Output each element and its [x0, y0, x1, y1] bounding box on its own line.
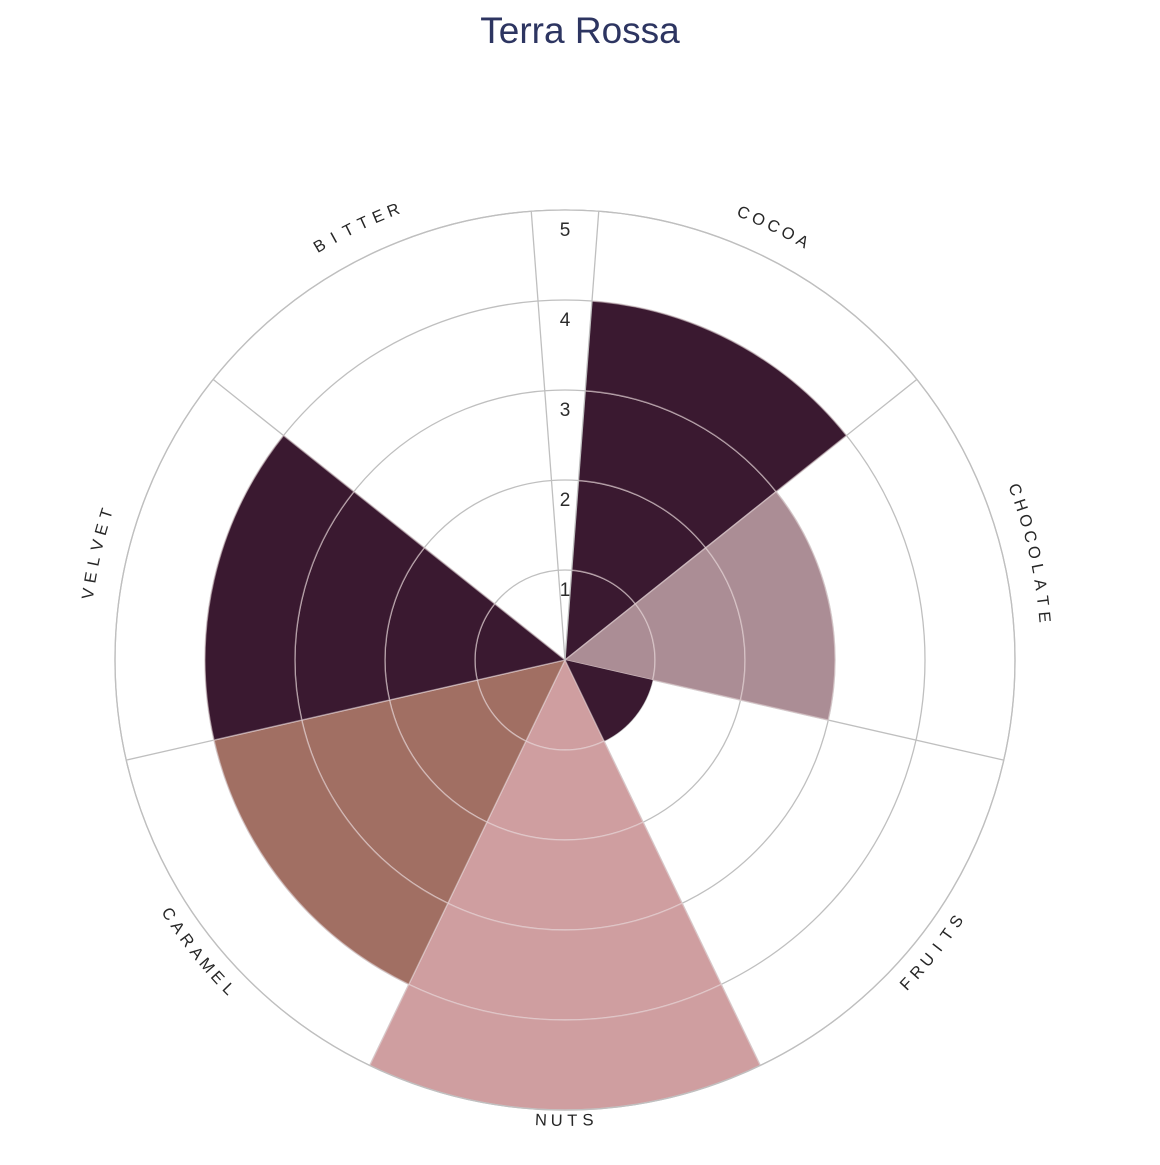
svg-text:I: I	[929, 940, 947, 955]
svg-text:5: 5	[560, 220, 571, 241]
svg-text:V: V	[79, 586, 98, 600]
svg-text:E: E	[1035, 611, 1054, 625]
svg-text:O: O	[1024, 544, 1045, 562]
svg-text:A: A	[1030, 578, 1050, 593]
svg-text:E: E	[92, 521, 113, 537]
svg-text:T: T	[1033, 595, 1052, 608]
svg-text:1: 1	[560, 580, 571, 601]
svg-text:L: L	[1028, 562, 1048, 575]
svg-text:R: R	[385, 200, 403, 221]
svg-text:3: 3	[560, 400, 571, 421]
svg-text:C: C	[1020, 529, 1041, 546]
svg-text:L: L	[219, 980, 239, 1000]
svg-text:N: N	[535, 1111, 549, 1130]
svg-text:V: V	[88, 537, 108, 553]
svg-text:T: T	[97, 505, 118, 521]
svg-text:B: B	[310, 235, 330, 257]
svg-text:2: 2	[560, 490, 571, 511]
svg-text:L: L	[84, 554, 104, 568]
svg-text:4: 4	[560, 310, 571, 331]
svg-text:S: S	[946, 911, 968, 931]
svg-text:H: H	[1010, 497, 1031, 515]
svg-text:E: E	[370, 206, 388, 227]
svg-text:E: E	[81, 570, 101, 585]
svg-text:U: U	[551, 1112, 564, 1130]
svg-text:I: I	[328, 229, 342, 247]
svg-text:T: T	[567, 1112, 578, 1130]
svg-text:S: S	[582, 1111, 595, 1130]
svg-text:T: T	[340, 220, 358, 241]
svg-text:T: T	[355, 213, 373, 234]
svg-text:C: C	[1004, 481, 1025, 499]
svg-text:O: O	[1015, 512, 1036, 530]
